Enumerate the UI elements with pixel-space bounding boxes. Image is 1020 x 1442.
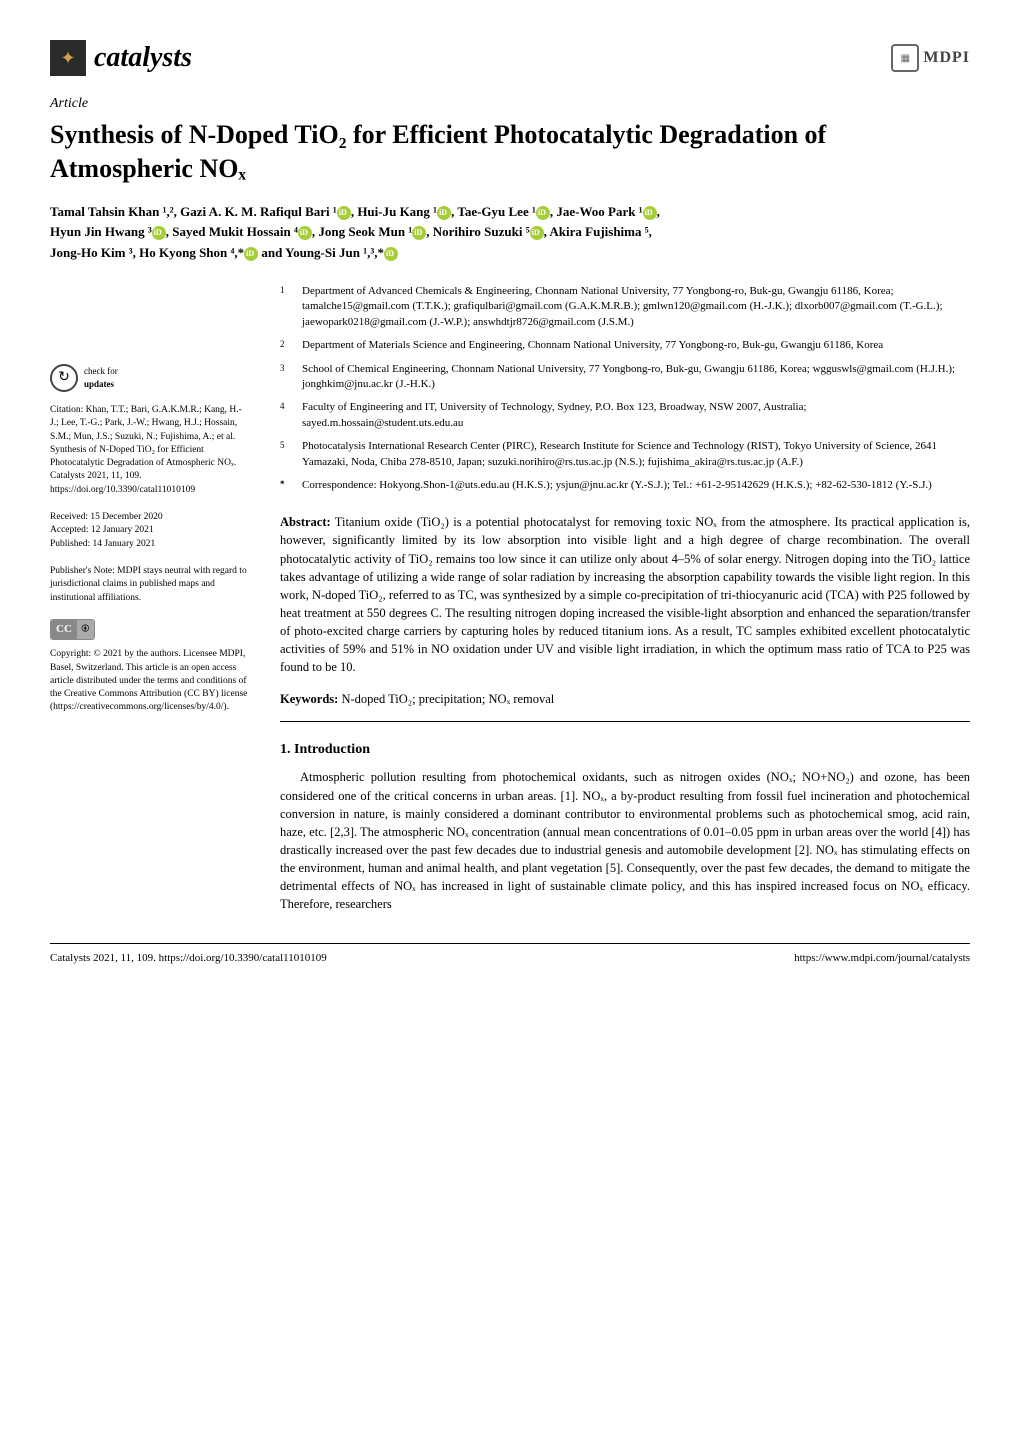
page-container: ✦ catalysts ▦ MDPI Article Synthesis of …	[0, 0, 1020, 994]
aff-num: 3	[280, 362, 290, 393]
orcid-icon	[152, 226, 166, 240]
citation-block: Citation: Khan, T.T.; Bari, G.A.K.M.R.; …	[50, 404, 250, 497]
orcid-icon	[643, 206, 657, 220]
publisher-logo: ▦ MDPI	[891, 44, 970, 72]
catalysts-icon: ✦	[60, 48, 75, 69]
cc-license-badge: CC 🅯	[50, 619, 250, 640]
page-footer: Catalysts 2021, 11, 109. https://doi.org…	[50, 943, 970, 964]
authors-text: , Jae-Woo Park ¹	[550, 204, 643, 219]
aff-text: Photocatalysis International Research Ce…	[302, 439, 970, 470]
aff-text: School of Chemical Engineering, Chonnam …	[302, 362, 970, 393]
intro-paragraph: Atmospheric pollution resulting from pho…	[280, 768, 970, 913]
section-title: 1. Introduction	[280, 742, 970, 758]
journal-logo-icon: ✦	[50, 40, 86, 76]
affiliation-item: 4 Faculty of Engineering and IT, Universi…	[280, 400, 970, 431]
date-accepted: Accepted: 12 January 2021	[50, 524, 250, 537]
footer-left: Catalysts 2021, 11, 109. https://doi.org…	[50, 952, 327, 964]
keywords-text: N-doped TiO₂; precipitation; NOₓ removal	[341, 692, 554, 706]
affiliation-item: 1 Department of Advanced Chemicals & Engi…	[280, 284, 970, 330]
two-column-layout: ↻ check for updates Citation: Khan, T.T.…	[50, 284, 970, 913]
authors-text: and Young-Si Jun ¹,³,*	[258, 245, 384, 260]
check-line2: updates	[84, 379, 114, 389]
date-received: Received: 15 December 2020	[50, 511, 250, 524]
abstract-block: Abstract: Titanium oxide (TiO₂) is a pot…	[280, 513, 970, 676]
journal-logo: ✦ catalysts	[50, 40, 192, 76]
orcid-icon	[412, 226, 426, 240]
affiliation-item: 2 Department of Materials Science and Eng…	[280, 338, 970, 353]
orcid-icon	[384, 247, 398, 261]
aff-num: 4	[280, 400, 290, 431]
aff-num: *	[280, 478, 290, 493]
authors-text: Jong-Ho Kim ³, Ho Kyong Shon ⁴,*	[50, 245, 244, 260]
authors-text: , Sayed Mukit Hossain ⁴	[166, 224, 298, 239]
affiliation-item: * Correspondence: Hokyong.Shon-1@uts.edu.…	[280, 478, 970, 493]
orcid-icon	[298, 226, 312, 240]
authors-block: Tamal Tahsin Khan ¹,², Gazi A. K. M. Raf…	[50, 202, 970, 264]
cc-badge-icon: CC 🅯	[50, 619, 95, 640]
affiliation-item: 5 Photocatalysis International Research C…	[280, 439, 970, 470]
authors-text: , Hui-Ju Kang ¹	[351, 204, 437, 219]
footer-right: https://www.mdpi.com/journal/catalysts	[794, 952, 970, 964]
authors-text: Hyun Jin Hwang ³	[50, 224, 152, 239]
aff-num: 1	[280, 284, 290, 330]
left-sidebar: ↻ check for updates Citation: Khan, T.T.…	[50, 284, 250, 913]
authors-text: , Norihiro Suzuki ⁵	[426, 224, 529, 239]
authors-text: , Tae-Gyu Lee ¹	[451, 204, 536, 219]
copyright-text: Copyright: © 2021 by the authors. Licens…	[50, 648, 250, 714]
affiliations-list: 1 Department of Advanced Chemicals & Engi…	[280, 284, 970, 493]
authors-text: Tamal Tahsin Khan ¹,², Gazi A. K. M. Raf…	[50, 204, 337, 219]
publisher-name: MDPI	[923, 49, 970, 67]
authors-text: , Akira Fujishima ⁵,	[544, 224, 652, 239]
orcid-icon	[536, 206, 550, 220]
aff-num: 2	[280, 338, 290, 353]
aff-text: Faculty of Engineering and IT, Universit…	[302, 400, 970, 431]
authors-text: , Jong Seok Mun ¹	[312, 224, 412, 239]
aff-text: Department of Materials Science and Engi…	[302, 338, 970, 353]
header-row: ✦ catalysts ▦ MDPI	[50, 40, 970, 76]
check-line1: check for	[84, 366, 118, 376]
article-type: Article	[50, 96, 970, 112]
keywords-block: Keywords: N-doped TiO₂; precipitation; N…	[280, 692, 970, 722]
check-updates-icon: ↻	[50, 364, 78, 392]
aff-text: Correspondence: Hokyong.Shon-1@uts.edu.a…	[302, 478, 970, 493]
orcid-icon	[244, 247, 258, 261]
mdpi-icon: ▦	[891, 44, 919, 72]
main-content: 1 Department of Advanced Chemicals & Engi…	[280, 284, 970, 913]
check-updates-text: check for updates	[84, 365, 118, 390]
authors-text: ,	[657, 204, 660, 219]
orcid-icon	[337, 206, 351, 220]
date-published: Published: 14 January 2021	[50, 538, 250, 551]
abstract-label: Abstract:	[280, 515, 331, 529]
keywords-label: Keywords:	[280, 692, 338, 706]
abstract-text: Titanium oxide (TiO₂) is a potential pho…	[280, 515, 970, 674]
journal-name: catalysts	[94, 42, 192, 74]
aff-num: 5	[280, 439, 290, 470]
affiliation-item: 3 School of Chemical Engineering, Chonnam…	[280, 362, 970, 393]
aff-text: Department of Advanced Chemicals & Engin…	[302, 284, 970, 330]
article-title: Synthesis of N-Doped TiO₂ for Efficient …	[50, 118, 970, 186]
orcid-icon	[530, 226, 544, 240]
by-icon: 🅯	[77, 620, 94, 639]
publishers-note: Publisher's Note: MDPI stays neutral wit…	[50, 565, 250, 605]
check-updates-badge[interactable]: ↻ check for updates	[50, 364, 250, 392]
cc-icon: CC	[51, 620, 77, 639]
dates-block: Received: 15 December 2020 Accepted: 12 …	[50, 511, 250, 551]
orcid-icon	[437, 206, 451, 220]
